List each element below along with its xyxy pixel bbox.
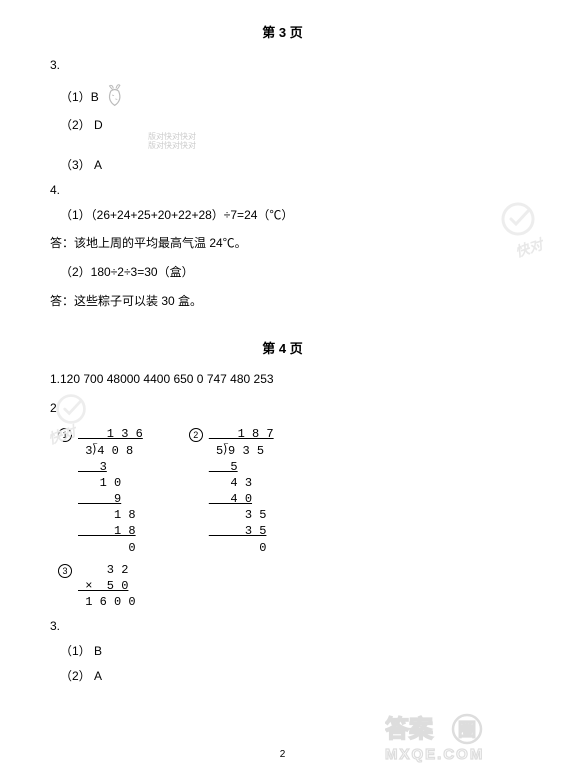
page-4-title: 第 4 页 xyxy=(0,338,565,357)
q3-item1-ans: B xyxy=(91,89,99,106)
q4-part2-answer: 答：这些粽子可以装 30 盒。 xyxy=(50,293,515,310)
q3-item2-ans: D xyxy=(94,118,103,132)
q3-item1-num: （1） xyxy=(60,89,91,106)
long-division-1: 1 1 3 6 3⟌4 0 8 3 1 0 9 1 8 1 8 0 xyxy=(58,426,143,556)
footer-page-number: 2 xyxy=(0,749,565,760)
q3-item3-num: （3） xyxy=(60,158,91,172)
p4-q3-item2-ans: A xyxy=(94,669,102,683)
q3-label: 3. xyxy=(50,57,515,74)
q4-part2-expr: （2）180÷2÷3=30（盒） xyxy=(60,264,515,281)
p4-q3-label: 3. xyxy=(50,618,515,635)
circle-label-1: 1 xyxy=(58,428,72,442)
circle-label-2: 2 xyxy=(189,428,203,442)
multiplication-3: 3 3 2 × 5 0 1 6 0 0 xyxy=(58,562,136,611)
q3-item2-num: （2） xyxy=(60,118,91,132)
watermark-text-1: 快对 xyxy=(513,234,546,262)
page-3-title: 第 3 页 xyxy=(0,22,565,41)
p4-q3-item1-ans: B xyxy=(94,644,102,658)
q4-part1-expr: （1）（26+24+25+20+22+28）÷7=24（℃） xyxy=(60,207,515,224)
p4-q3-item2-num: （2） xyxy=(60,669,91,683)
q3-item3-ans: A xyxy=(94,158,102,172)
carrot-icon xyxy=(103,82,129,113)
q4-label: 4. xyxy=(50,182,515,199)
p4-q2-label: 2. xyxy=(50,400,515,417)
svg-text:答案: 答案 xyxy=(385,715,434,743)
p4-q3-item1-num: （1） xyxy=(60,644,91,658)
long-division-2: 2 1 8 7 5⟌9 3 5 5 4 3 4 0 3 5 3 5 0 xyxy=(189,426,274,556)
circle-label-3: 3 xyxy=(58,564,72,578)
q4-part1-answer: 答：该地上周的平均最高气温 24℃。 xyxy=(50,235,515,252)
carrot-tiny-watermark: 版对快对快对 版对快对快对 xyxy=(148,133,515,151)
p4-q1: 1.120 700 48000 4400 650 0 747 480 253 xyxy=(50,371,515,388)
svg-text:圈: 圈 xyxy=(458,720,476,740)
